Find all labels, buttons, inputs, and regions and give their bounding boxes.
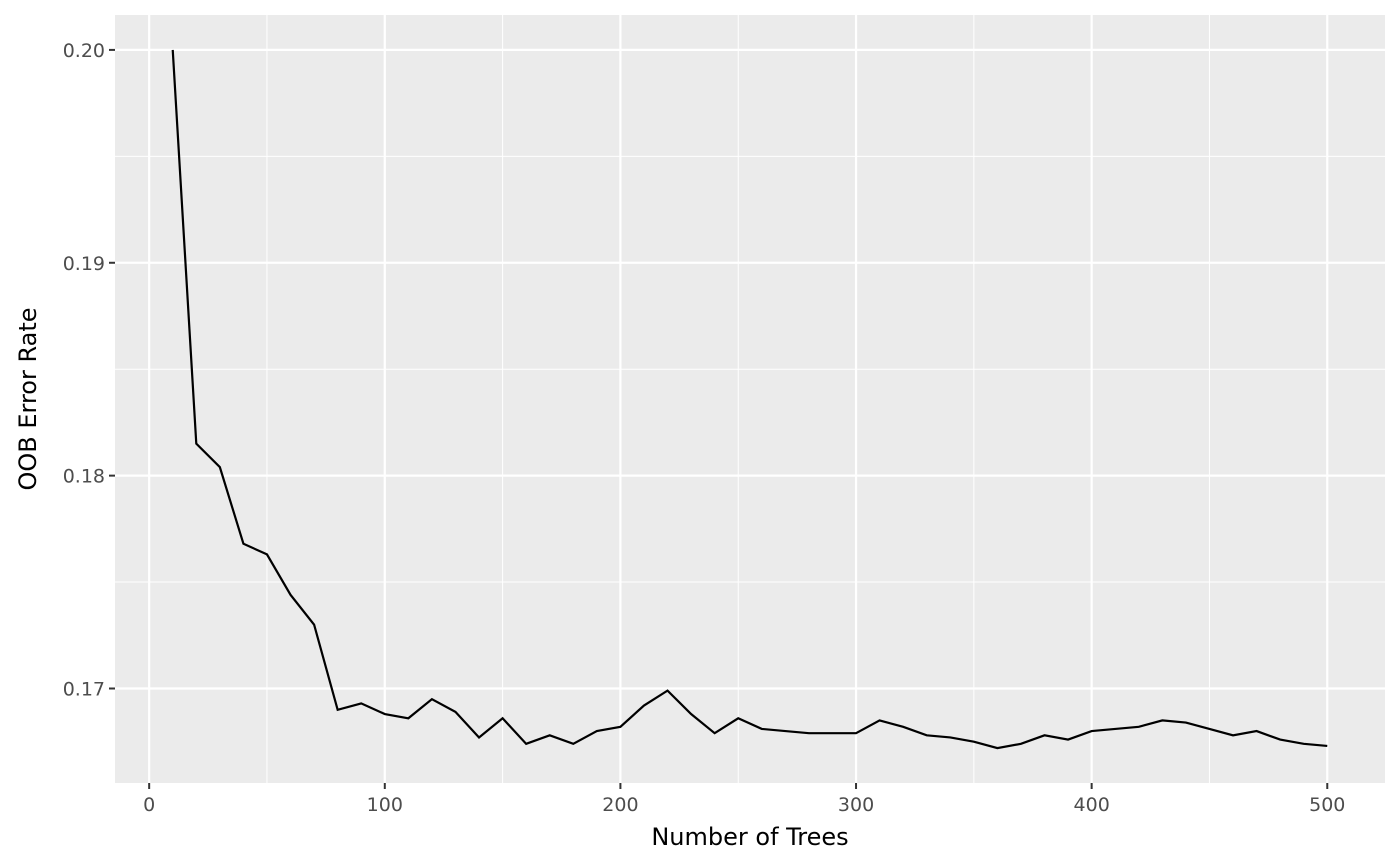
x-tick-label: 0 (143, 794, 155, 816)
y-tick-label: 0.19 (63, 253, 105, 275)
x-tick-label: 100 (367, 794, 403, 816)
marks (171, 49, 1328, 750)
y-tick-label: 0.20 (63, 40, 105, 62)
line (171, 49, 1328, 750)
x-tick-label: 500 (1309, 794, 1345, 816)
x-axis-title: Number of Trees (651, 823, 848, 851)
y-axis-title: OOB Error Rate (14, 307, 42, 490)
grid (115, 15, 1385, 783)
y-tick-label: 0.18 (63, 466, 105, 488)
y-tick-label: 0.17 (63, 678, 105, 700)
panel (115, 15, 1385, 783)
x-tick-label: 300 (838, 794, 874, 816)
x-tick-label: 400 (1074, 794, 1110, 816)
x-tick-label: 200 (602, 794, 638, 816)
